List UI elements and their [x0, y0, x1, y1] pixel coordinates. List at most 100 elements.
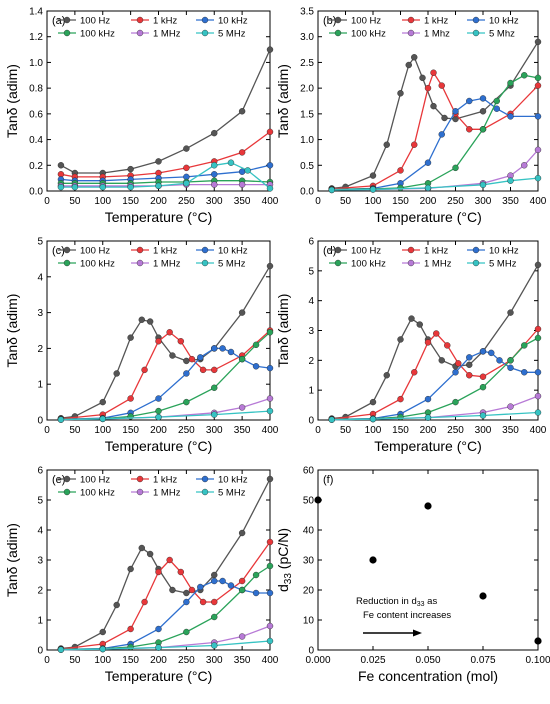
y-tick-label: 5: [37, 237, 43, 248]
panel-label: (a): [52, 15, 65, 27]
legend-marker: [136, 475, 144, 483]
panel-label: (e): [52, 474, 65, 486]
annotation-part: Reduction in d: [356, 596, 417, 607]
data-point: [211, 613, 218, 621]
series-line: [331, 264, 539, 420]
chart-panel-4: 0 50 100 150 200 250 300 350 400 0 1 2 3 4 5 6 Temperatu…: [275, 237, 547, 455]
data-point: [138, 544, 145, 552]
y-axis-label: Tanδ (adim): [4, 294, 20, 368]
x-tick-label: 200: [150, 655, 167, 666]
data-point: [183, 145, 190, 152]
data-point: [266, 364, 274, 372]
data-point: [444, 342, 451, 349]
data-point: [211, 171, 218, 178]
data-point: [369, 415, 377, 423]
x-tick-label: 0.025: [360, 655, 385, 666]
x-tick-label: 0: [44, 655, 50, 666]
data-point: [466, 372, 473, 379]
data-point: [397, 167, 404, 174]
legend-marker: [136, 488, 144, 496]
x-tick-label: 150: [392, 196, 409, 207]
legend-label: 5 Mhz: [489, 29, 515, 40]
data-point: [183, 180, 190, 187]
data-point: [383, 141, 390, 148]
scatter-point: [314, 496, 322, 504]
data-point: [521, 72, 528, 79]
data-point: [252, 589, 260, 597]
x-tick-label: 350: [234, 196, 251, 207]
x-tick-label: 0.075: [470, 655, 495, 666]
x-tick-label: 0.050: [415, 655, 440, 666]
legend-label: 10 kHz: [218, 475, 248, 486]
data-point: [328, 416, 335, 423]
legend-label: 100 kHz: [80, 29, 115, 40]
data-point: [197, 354, 204, 361]
data-point: [266, 589, 274, 597]
data-point: [383, 372, 390, 379]
data-point: [211, 129, 218, 137]
data-point: [433, 330, 440, 337]
y-tick-label: 0: [37, 416, 43, 427]
x-tick-label: 100: [94, 425, 111, 436]
data-point: [479, 373, 487, 380]
data-point: [507, 309, 514, 316]
data-point: [479, 108, 487, 115]
data-point: [369, 186, 377, 193]
data-point: [155, 568, 162, 576]
data-point: [166, 329, 173, 336]
data-point: [238, 529, 246, 537]
legend-label: 100 kHz: [351, 259, 386, 270]
legend-marker: [201, 259, 209, 267]
data-point: [211, 181, 218, 188]
data-point: [534, 392, 542, 400]
series-line: [60, 330, 271, 420]
y-tick-label: 0.6: [29, 109, 43, 120]
x-tick-label: 350: [502, 425, 519, 436]
legend-label: 10 kHz: [218, 246, 248, 257]
data-point: [99, 645, 106, 653]
data-point: [488, 349, 495, 357]
data-point: [424, 339, 432, 346]
legend-label: 5 MHz: [218, 259, 246, 270]
data-point: [441, 114, 448, 122]
data-point: [507, 79, 514, 87]
series-line: [331, 71, 539, 190]
y-tick-label: 0.2: [29, 161, 43, 172]
data-point: [266, 185, 274, 192]
data-point: [127, 565, 134, 573]
legend-marker: [334, 29, 342, 37]
series-line: [331, 411, 539, 421]
y-axis-label-part: (pC/N): [275, 528, 291, 573]
data-point: [266, 329, 274, 336]
data-point: [211, 571, 218, 579]
x-tick-label: 0.000: [305, 655, 330, 666]
data-point: [507, 177, 514, 184]
data-point: [155, 182, 162, 190]
legend-label: 10 kHz: [489, 16, 519, 27]
data-point: [169, 352, 176, 359]
x-tick-label: 100: [94, 655, 111, 666]
y-tick-label: 6: [308, 237, 314, 248]
legend-marker: [407, 259, 415, 267]
legend-label: 1 kHz: [153, 475, 178, 486]
x-tick-label: 150: [122, 655, 139, 666]
x-axis-label: Temperature (°C): [105, 209, 213, 225]
legend-label: 1 Mhz: [424, 29, 450, 40]
y-tick-label: 4: [37, 526, 43, 537]
y-tick-label: 0.4: [29, 135, 43, 146]
data-point: [419, 74, 426, 82]
y-tick-label: 0.0: [29, 187, 43, 198]
y-tick-label: 10: [303, 616, 315, 627]
data-point: [113, 370, 120, 377]
data-point: [266, 395, 274, 402]
annotation-line-1: Reduction in d33 as: [356, 596, 437, 608]
series-line: [331, 149, 539, 191]
data-point: [507, 364, 514, 371]
y-tick-label: 1: [308, 386, 314, 397]
plot-frame: [317, 469, 539, 651]
data-point: [438, 131, 445, 138]
data-point: [534, 325, 542, 333]
data-point: [238, 149, 246, 156]
legend-label: 100 kHz: [351, 29, 386, 40]
series-line: [331, 177, 539, 191]
